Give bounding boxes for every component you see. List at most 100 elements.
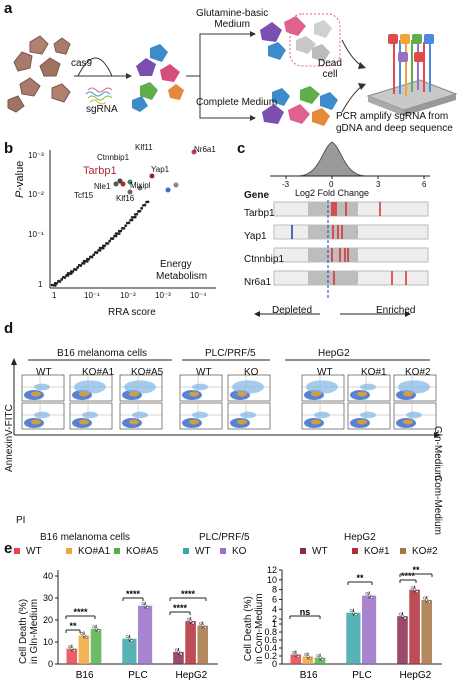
legend-label: KO#1 xyxy=(364,546,390,557)
col-4: KO xyxy=(244,367,259,378)
y-tick-label: 8 xyxy=(272,585,277,595)
cell-core xyxy=(189,419,199,425)
replicate-point xyxy=(367,594,371,597)
y-tick-label: 2 xyxy=(272,614,277,624)
b-xtick-3: 10⁻³ xyxy=(155,291,171,300)
cell-core xyxy=(189,391,199,397)
y-tick-label: 12 xyxy=(267,565,277,575)
replicate-point xyxy=(92,625,96,629)
cell-cluster xyxy=(360,383,376,391)
rra-point xyxy=(95,251,99,255)
row-com: Com-Medium xyxy=(432,475,443,536)
legend-title-hepg2: HepG2 xyxy=(344,532,376,543)
pcr-caption: PCR amplify sgRNA from gDNA and deep seq… xyxy=(336,111,453,134)
b-xtick-0: 1 xyxy=(52,291,57,300)
replicate-point xyxy=(72,649,76,653)
replicate-point xyxy=(203,626,207,629)
panel-e-label: e xyxy=(4,540,13,557)
cell-core xyxy=(129,419,139,425)
replicate-point xyxy=(423,596,426,600)
energy-label: Energy xyxy=(160,259,192,270)
cell-core xyxy=(79,419,89,425)
replicate-point xyxy=(294,652,298,656)
bar xyxy=(138,605,153,664)
rra-point xyxy=(71,270,75,273)
cell-core xyxy=(31,391,41,397)
e-right-ylabel: Cell Death (%) in Com-Medium xyxy=(243,593,265,664)
rra-point xyxy=(134,215,137,219)
cell-cluster xyxy=(34,383,50,391)
legend-item: KO#A1 xyxy=(66,546,110,557)
density-band xyxy=(308,271,358,285)
y-tick-label: 0.2 xyxy=(264,651,277,661)
significance-label: **** xyxy=(181,589,196,599)
rra-point xyxy=(58,280,62,283)
significance-label: ** xyxy=(412,565,420,575)
legend-label: WT xyxy=(195,546,211,557)
bar xyxy=(78,635,90,664)
replicate-point xyxy=(306,654,310,658)
replicate-point xyxy=(94,627,98,631)
bar xyxy=(66,648,78,664)
replicate-point xyxy=(189,619,193,623)
replicate-point xyxy=(415,590,419,594)
replicate-point xyxy=(370,596,374,599)
metabolism-label: Metabolism xyxy=(156,271,208,282)
flow-cytometry-grid xyxy=(11,358,441,438)
lfc-distribution xyxy=(254,141,430,317)
cell-core xyxy=(237,391,247,397)
gln-medium-cells xyxy=(260,13,341,67)
replicate-point xyxy=(179,652,183,656)
panel-c-label: c xyxy=(237,140,246,157)
sequencing-chip-icon xyxy=(366,34,458,116)
legend-swatch xyxy=(300,548,306,555)
complete-medium-cells xyxy=(262,86,338,126)
replicate-point xyxy=(141,602,145,606)
legend-title-plc: PLC/PRF/5 xyxy=(199,532,250,543)
y-tick-label: 0.8 xyxy=(264,627,277,637)
replicate-point xyxy=(128,637,132,641)
gene-klf16: Klf16 xyxy=(116,194,135,203)
rra-point xyxy=(146,200,150,204)
c-xtick-0: -3 xyxy=(282,180,290,189)
bar xyxy=(397,616,408,664)
replicate-point xyxy=(97,629,101,633)
replicate-point xyxy=(398,612,402,616)
replicate-point xyxy=(304,652,308,656)
legend-label: KO#A5 xyxy=(126,546,159,557)
cell-cluster xyxy=(34,411,50,419)
replicate-point xyxy=(401,614,405,618)
replicate-point xyxy=(309,656,312,660)
rra-point xyxy=(122,226,126,230)
rra-point xyxy=(118,232,121,235)
cell-cluster xyxy=(360,411,376,419)
rra-point xyxy=(55,282,59,285)
complete-medium-label: Complete Medium xyxy=(196,97,278,108)
legend-label: WT xyxy=(26,546,42,557)
gene-header: Gene xyxy=(244,190,270,201)
rra-point xyxy=(63,276,67,279)
b-ytick-3: 1 xyxy=(38,280,43,289)
legend-swatch xyxy=(400,548,406,555)
col-5: WT xyxy=(317,367,333,378)
group-b16: B16 melanoma cells xyxy=(57,348,148,359)
significance-label: **** xyxy=(401,571,416,581)
col-2: KO#A5 xyxy=(131,367,164,378)
cell-cluster xyxy=(82,411,98,419)
panel-b-label: b xyxy=(4,140,14,157)
gene-ctnnbip1: Ctnnbip1 xyxy=(97,153,130,162)
significance-label: ns xyxy=(300,607,311,617)
replicate-point xyxy=(427,600,431,604)
legend-item: KO#A5 xyxy=(114,546,158,557)
b-xtick-1: 10⁻¹ xyxy=(84,291,100,300)
annexin-label: AnnexinV-FITC xyxy=(4,404,15,472)
glutamine-medium-label: Glutamine-basic Medium xyxy=(196,8,269,30)
replicate-point xyxy=(125,635,129,639)
cell-core xyxy=(79,391,89,397)
legend-swatch xyxy=(352,548,358,555)
replicate-point xyxy=(80,631,84,635)
rra-point xyxy=(66,274,70,277)
rra-point xyxy=(86,260,89,263)
bar xyxy=(197,625,209,664)
legend-item: KO#2 xyxy=(400,546,438,557)
